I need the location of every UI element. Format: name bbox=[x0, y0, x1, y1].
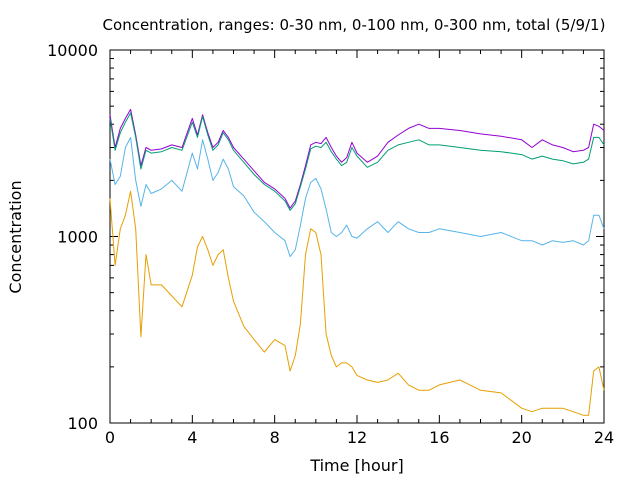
x-tick-label: 8 bbox=[270, 428, 280, 447]
chart-title: Concentration, ranges: 0-30 nm, 0-100 nm… bbox=[103, 16, 606, 34]
x-tick-label: 24 bbox=[594, 428, 614, 447]
series-layer bbox=[109, 108, 605, 416]
x-tick-label: 4 bbox=[187, 428, 197, 447]
x-tick-label: 20 bbox=[511, 428, 531, 447]
y-tick-label: 1000 bbox=[57, 228, 98, 247]
x-tick-label: 12 bbox=[347, 428, 367, 447]
series-line-1 bbox=[109, 108, 605, 209]
y-axis-label: Concentration bbox=[6, 180, 25, 293]
series-line-2 bbox=[109, 112, 605, 211]
x-tick-label: 16 bbox=[429, 428, 449, 447]
ticks-layer: 0 4 8 12 16 20 24 100 1000 10000 bbox=[47, 41, 614, 447]
x-tick-label: 0 bbox=[105, 428, 115, 447]
y-tick-label: 10000 bbox=[47, 41, 98, 60]
y-tick-label: 100 bbox=[67, 414, 98, 433]
x-axis-label: Time [hour] bbox=[309, 456, 403, 475]
series-line-3 bbox=[109, 136, 605, 258]
series-line-4 bbox=[109, 190, 605, 416]
plot-frame bbox=[109, 49, 605, 424]
